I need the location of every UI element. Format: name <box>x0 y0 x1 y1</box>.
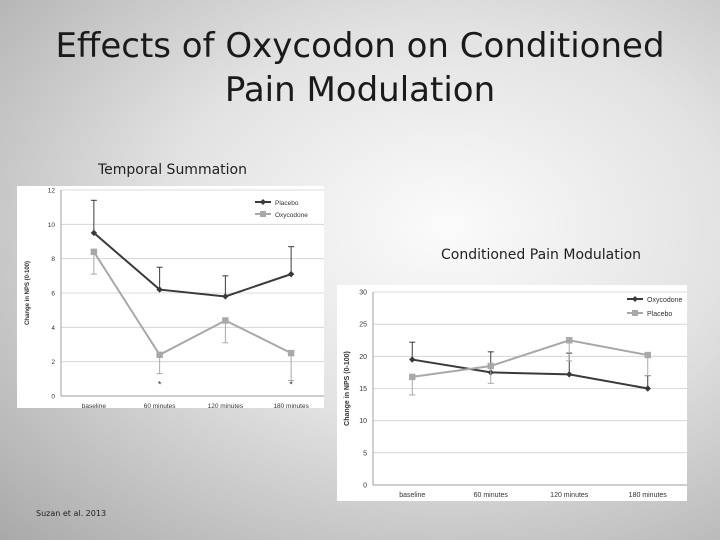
x-tick-label: baseline <box>82 403 107 408</box>
temporal-summation-chart: 0 2 4 6 8 10 12 Change in NPS (0-100) baseline 60… <box>17 186 324 410</box>
legend-marker <box>260 199 266 205</box>
series-placebo <box>90 199 295 300</box>
series-line-oxycodone <box>93 251 292 357</box>
x-tick-label: 120 minutes <box>550 492 589 499</box>
x-tick-label: 180 minutes <box>273 403 309 408</box>
data-point <box>487 362 494 370</box>
legend-label: Placebo <box>647 311 672 318</box>
temporal-summation-chart-svg: 0 2 4 6 8 10 12 Change in NPS (0-100) baseline 60… <box>25 188 324 410</box>
data-point <box>90 229 98 237</box>
y-tick-label: 20 <box>359 354 367 361</box>
series-placebo <box>409 337 651 396</box>
data-point <box>409 373 416 381</box>
series-oxycodone <box>90 248 295 382</box>
legend-label: Placebo <box>275 200 299 207</box>
y-tick-label: 0 <box>363 483 367 490</box>
y-tick-label: 5 <box>363 450 367 457</box>
y-tick-label: 25 <box>359 322 367 329</box>
y-tick-label: 8 <box>51 256 55 263</box>
y-tick-label: 30 <box>359 290 367 297</box>
slide-title-line-2: Pain Modulation <box>224 70 496 110</box>
cpm-chart-svg: 0 5 10 15 20 25 30 Change in NPS (0-100) baselin… <box>344 290 687 499</box>
slide-title: Effects of Oxycodon on Conditioned Pain … <box>20 24 700 112</box>
y-axis-label: Change in NPS (0-100) <box>344 351 351 426</box>
x-tick-label: 180 minutes <box>629 492 668 499</box>
data-point <box>644 385 651 392</box>
cpm-caption: Conditioned Pain Modulation <box>441 247 642 263</box>
slide-title-line-1: Effects of Oxycodon on Conditioned <box>55 26 665 66</box>
y-tick-label: 10 <box>48 222 56 229</box>
significance-marker: * <box>289 379 293 389</box>
y-tick-label: 2 <box>51 359 55 366</box>
legend-marker <box>260 211 266 217</box>
series-line-placebo <box>93 232 292 298</box>
cpm-chart: 0 5 10 15 20 25 30 Change in NPS (0-100) baselin… <box>337 285 687 501</box>
data-point <box>566 371 573 378</box>
x-tick-label: baseline <box>399 492 425 499</box>
legend-marker <box>632 310 638 316</box>
data-point <box>409 356 416 363</box>
data-point <box>287 349 295 357</box>
y-tick-label: 0 <box>51 394 55 401</box>
legend-marker <box>632 296 638 302</box>
series-line-placebo <box>412 339 648 378</box>
data-point <box>566 337 573 344</box>
y-tick-label: 4 <box>51 325 55 332</box>
y-tick-label: 10 <box>359 418 367 425</box>
data-point <box>287 270 295 278</box>
data-point <box>222 317 229 324</box>
y-axis-label: Change in NPS (0-100) <box>25 261 31 325</box>
data-point <box>90 248 98 255</box>
citation: Suzan et al. 2013 <box>36 509 107 518</box>
y-tick-label: 6 <box>51 291 55 298</box>
data-point <box>156 286 163 293</box>
y-tick-label: 15 <box>359 386 367 393</box>
x-tick-label: 60 minutes <box>474 492 509 499</box>
x-tick-label: 120 minutes <box>208 403 244 408</box>
legend-label: Oxycodone <box>275 212 308 219</box>
series-line-oxycodone <box>412 358 648 390</box>
temporal-summation-caption: Temporal Summation <box>98 162 247 178</box>
data-point <box>222 293 229 300</box>
y-tick-label: 12 <box>48 188 56 195</box>
data-point <box>156 351 163 358</box>
legend-label: Oxycodone <box>647 297 683 304</box>
data-point <box>644 351 651 359</box>
significance-marker: * <box>158 379 162 389</box>
x-tick-label: 60 minutes <box>144 403 177 408</box>
